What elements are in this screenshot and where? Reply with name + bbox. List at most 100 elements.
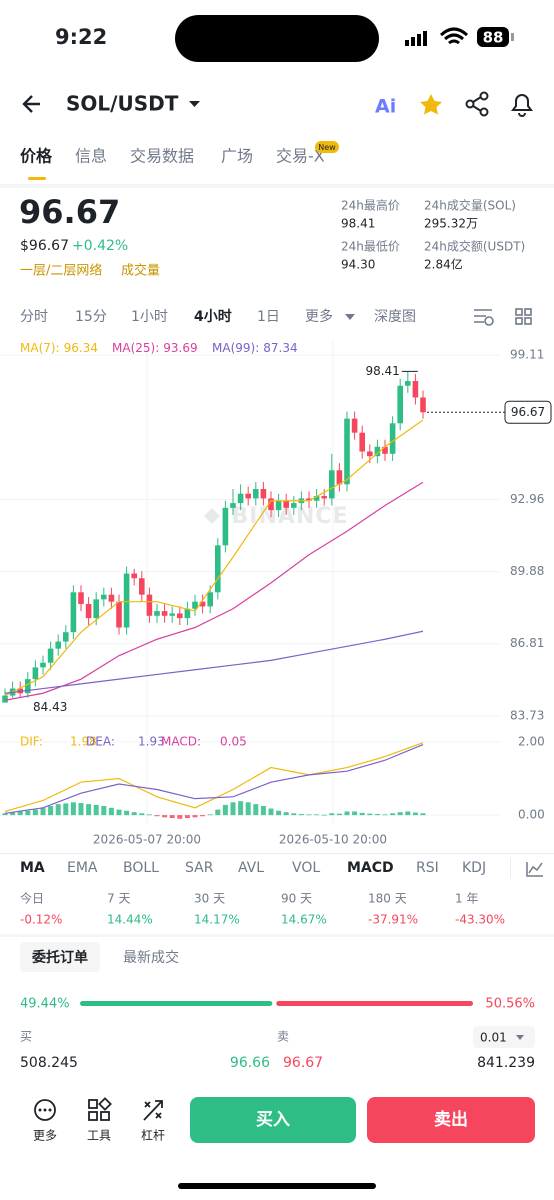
tab[interactable]: 交易-X <box>276 147 325 166</box>
macd-bar <box>291 813 297 816</box>
tab[interactable]: 广场 <box>221 147 253 166</box>
macd-bar <box>238 801 244 816</box>
period-value: -43.30% <box>455 913 505 927</box>
sell-qty: 841.239 <box>477 1055 535 1071</box>
share-button[interactable] <box>465 91 489 117</box>
pair-title[interactable]: SOL/USDT <box>66 92 179 116</box>
more-dots <box>38 1108 52 1112</box>
high-label: 98.41 <box>365 364 399 378</box>
macd-line <box>4 742 424 813</box>
tab[interactable]: 交易数据 <box>130 147 194 166</box>
divider <box>0 853 554 854</box>
margin-icon[interactable] <box>143 1100 163 1121</box>
tools-icon[interactable] <box>88 1097 112 1121</box>
indicator[interactable]: KDJ <box>462 860 486 876</box>
layout-button[interactable] <box>515 308 532 325</box>
sell-button-label[interactable]: 卖出 <box>434 1109 468 1130</box>
tab[interactable]: 信息 <box>75 147 107 166</box>
indicator[interactable]: EMA <box>67 860 98 876</box>
macd-bar <box>390 813 396 816</box>
candle-body <box>85 604 92 619</box>
macd-bar <box>184 815 190 819</box>
interval[interactable]: 1小时 <box>131 309 168 325</box>
candle-body <box>199 601 206 607</box>
candle-body <box>93 599 99 619</box>
candle-body <box>78 592 84 605</box>
favorite-star[interactable] <box>420 94 442 115</box>
candle-body <box>116 601 122 628</box>
macd-bar <box>367 813 373 816</box>
step[interactable]: 0.01 <box>480 1031 507 1045</box>
divider <box>0 184 554 188</box>
step-dropdown[interactable] <box>516 1035 524 1040</box>
y-tick-label: 99.11 <box>510 348 544 362</box>
candle-body <box>412 381 419 398</box>
tools-label[interactable]: 工具 <box>87 1129 111 1143</box>
candle-body <box>63 632 69 642</box>
indicator[interactable]: VOL <box>292 860 320 876</box>
indicator[interactable]: BOLL <box>123 860 159 876</box>
candle-body <box>374 446 381 457</box>
sell-button[interactable] <box>367 1097 535 1143</box>
interval[interactable]: 深度图 <box>374 309 416 325</box>
candle-body <box>222 507 229 546</box>
alert-bell[interactable] <box>511 94 533 117</box>
indicator-settings[interactable] <box>526 862 543 877</box>
pair-dropdown[interactable] <box>189 101 200 107</box>
step-select[interactable] <box>473 1026 535 1048</box>
macd-bar <box>260 805 266 816</box>
indicator[interactable]: AVL <box>238 860 264 876</box>
macd-bar <box>139 813 145 816</box>
macd-bar <box>268 808 274 816</box>
macd-bar <box>382 814 388 816</box>
margin-label[interactable]: 杠杆 <box>141 1128 165 1143</box>
volume-tag[interactable]: 成交量 <box>121 263 160 279</box>
candle-body <box>215 545 221 593</box>
period-label: 180 天 <box>368 892 407 906</box>
candle-body <box>192 601 198 609</box>
period-label: 今日 <box>20 891 44 906</box>
ma-value: 87.34 <box>263 341 297 355</box>
period-value: -37.91% <box>368 913 418 927</box>
indicator[interactable]: RSI <box>416 860 439 876</box>
macd-legend-name: MACD: <box>161 735 201 749</box>
interval[interactable]: 更多 <box>305 308 333 325</box>
interval[interactable]: 分时 <box>20 309 48 325</box>
candle-body <box>177 613 183 619</box>
candle-body <box>351 418 358 433</box>
macd-bar <box>2 813 8 816</box>
sell-header: 卖 <box>277 1030 289 1044</box>
chart-settings[interactable] <box>474 309 494 326</box>
trades-tab[interactable]: 最新成交 <box>123 949 179 966</box>
interval[interactable]: 1日 <box>257 309 280 325</box>
indicator[interactable]: MA <box>20 860 45 876</box>
more-dropdown[interactable] <box>345 314 355 320</box>
candle-body <box>283 500 289 508</box>
more-icon[interactable] <box>34 1099 56 1121</box>
candle-body <box>139 578 145 595</box>
indicator[interactable]: MACD <box>347 860 394 876</box>
candle-body <box>32 667 39 680</box>
indicator[interactable]: SAR <box>185 860 214 876</box>
macd-bar <box>222 804 228 816</box>
tab[interactable]: 价格 <box>20 147 53 166</box>
back-button[interactable] <box>22 95 40 113</box>
more-label[interactable]: 更多 <box>33 1129 57 1143</box>
dynamic-island <box>175 15 379 62</box>
interval[interactable]: 4小时 <box>194 308 232 325</box>
orderbook-tab[interactable]: 委托订单 <box>31 949 88 966</box>
ai-button[interactable]: Ai <box>375 96 396 118</box>
candle-body <box>321 496 327 499</box>
buy-button-label[interactable]: 买入 <box>256 1110 290 1130</box>
network-tag[interactable]: 一层/二层网络 <box>20 263 102 279</box>
macd-bar <box>86 804 92 816</box>
macd-bar <box>314 814 320 816</box>
macd-legend-name: DIF: <box>20 735 43 749</box>
candle-body <box>207 592 213 607</box>
period-value: -0.12% <box>20 913 62 927</box>
ma-legend: MA(25): 93.69 <box>112 341 198 355</box>
macd-bar <box>397 812 403 816</box>
buy-button[interactable] <box>190 1097 356 1143</box>
interval[interactable]: 15分 <box>75 309 107 325</box>
